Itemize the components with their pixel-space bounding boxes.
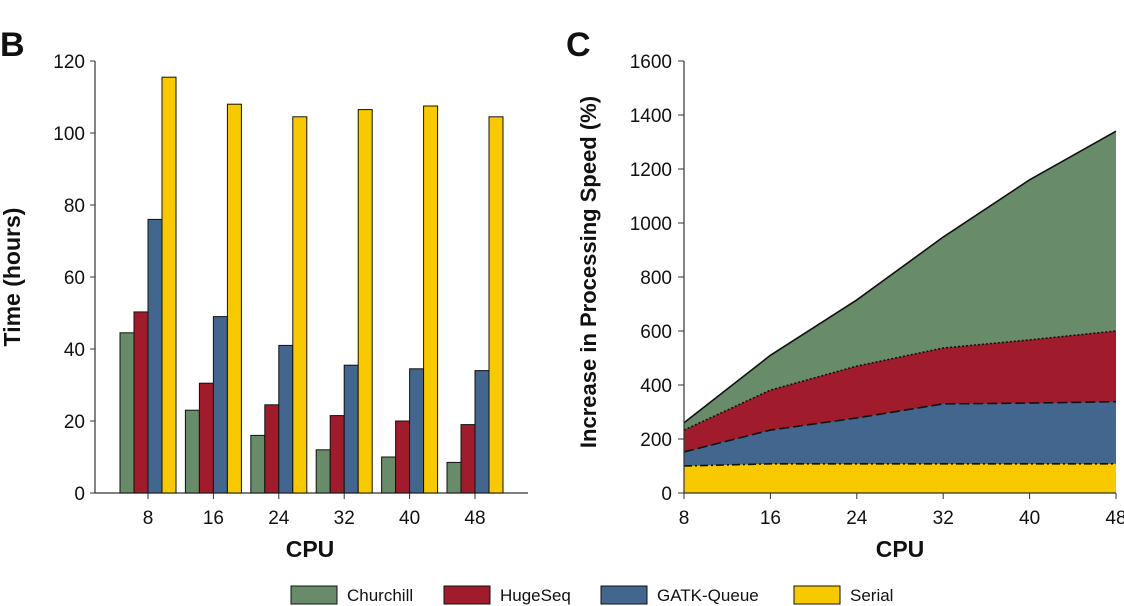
y-tick-label: 100	[53, 124, 85, 145]
y-tick-label: 80	[64, 196, 85, 217]
bar-gatk-queue	[343, 364, 359, 494]
x-tick-label: 24	[846, 508, 868, 529]
x-tick-label: 8	[143, 508, 154, 529]
legend-swatch-gatk-queue	[600, 585, 648, 605]
bar-hugeseq	[133, 311, 149, 494]
x-tick-label: 48	[1105, 508, 1124, 529]
x-tick-label: 8	[679, 508, 690, 529]
legend-label: HugeSeq	[500, 586, 571, 605]
bar-hugeseq	[198, 382, 214, 494]
y-axis-title: Time (hours)	[0, 208, 25, 347]
bar-hugeseq	[329, 415, 345, 494]
y-tick-label: 800	[640, 268, 672, 289]
legend-label: Serial	[850, 586, 893, 605]
x-axis-title: CPU	[876, 536, 925, 562]
bar-churchill	[184, 409, 200, 494]
x-tick-label: 32	[933, 508, 954, 529]
y-tick-label: 400	[640, 376, 672, 397]
bar-hugeseq	[395, 420, 411, 494]
bar-hugeseq	[460, 424, 476, 494]
line-churchill	[683, 130, 1117, 424]
area-serial	[684, 463, 1116, 493]
y-tick-label: 600	[640, 322, 672, 343]
line-hugeseq	[683, 330, 1117, 431]
y-tick-label: 200	[640, 430, 672, 451]
y-tick-label: 1600	[630, 52, 672, 73]
x-tick-label: 24	[268, 508, 290, 529]
bar-gatk-queue	[212, 316, 228, 494]
y-tick-label: 1200	[630, 160, 672, 181]
bar-churchill	[119, 332, 135, 494]
x-tick-label: 40	[1019, 508, 1040, 529]
bar-serial	[292, 116, 308, 494]
bar-serial	[488, 116, 504, 494]
y-axis-title: Increase in Processing Speed (%)	[576, 96, 601, 448]
bar-gatk-queue	[278, 344, 294, 494]
x-tick-label: 16	[203, 508, 224, 529]
x-tick-label: 48	[464, 508, 485, 529]
legend-label: GATK-Queue	[657, 586, 759, 605]
bar-churchill	[446, 461, 462, 494]
bar-serial	[357, 109, 373, 494]
panel-label-b: B	[0, 26, 25, 64]
bar-serial	[226, 103, 242, 494]
bar-gatk-queue	[147, 218, 163, 494]
legend-swatch-serial	[793, 585, 841, 605]
y-tick-label: 20	[64, 412, 85, 433]
y-tick-label: 120	[53, 52, 85, 73]
line-gatk-queue	[683, 400, 1117, 453]
bar-churchill	[381, 456, 397, 494]
x-tick-label: 40	[399, 508, 420, 529]
y-tick-label: 0	[74, 484, 85, 505]
bar-gatk-queue	[474, 370, 490, 494]
area-chart: 0 200 400 600 800 1000 1200 1400 1600 8 16 24 32 40 48…	[576, 52, 1124, 562]
y-tick-label: 40	[64, 340, 85, 361]
y-tick-label: 1000	[630, 214, 672, 235]
bar-chart: 0 20 40 60 80 100 120 8 16 24 32 40 48 CPU Time (hours…	[0, 52, 528, 562]
bar-serial	[423, 105, 439, 494]
panel-label-c: C	[566, 26, 591, 64]
y-tick-label: 60	[64, 268, 85, 289]
bar-gatk-queue	[409, 368, 425, 494]
legend: Churchill HugeSeq GATK-Queue Serial	[290, 585, 893, 605]
bar-churchill	[315, 449, 331, 494]
bar-hugeseq	[264, 404, 280, 494]
legend-swatch-hugeseq	[443, 585, 491, 605]
x-axis-title: CPU	[286, 536, 335, 562]
x-tick-label: 16	[760, 508, 781, 529]
bar-serial	[161, 76, 177, 494]
bar-churchill	[250, 434, 266, 494]
legend-label: Churchill	[347, 586, 413, 605]
y-tick-label: 0	[661, 484, 672, 505]
x-tick-label: 32	[334, 508, 355, 529]
legend-swatch-churchill	[290, 585, 338, 605]
y-tick-label: 1400	[630, 106, 672, 127]
